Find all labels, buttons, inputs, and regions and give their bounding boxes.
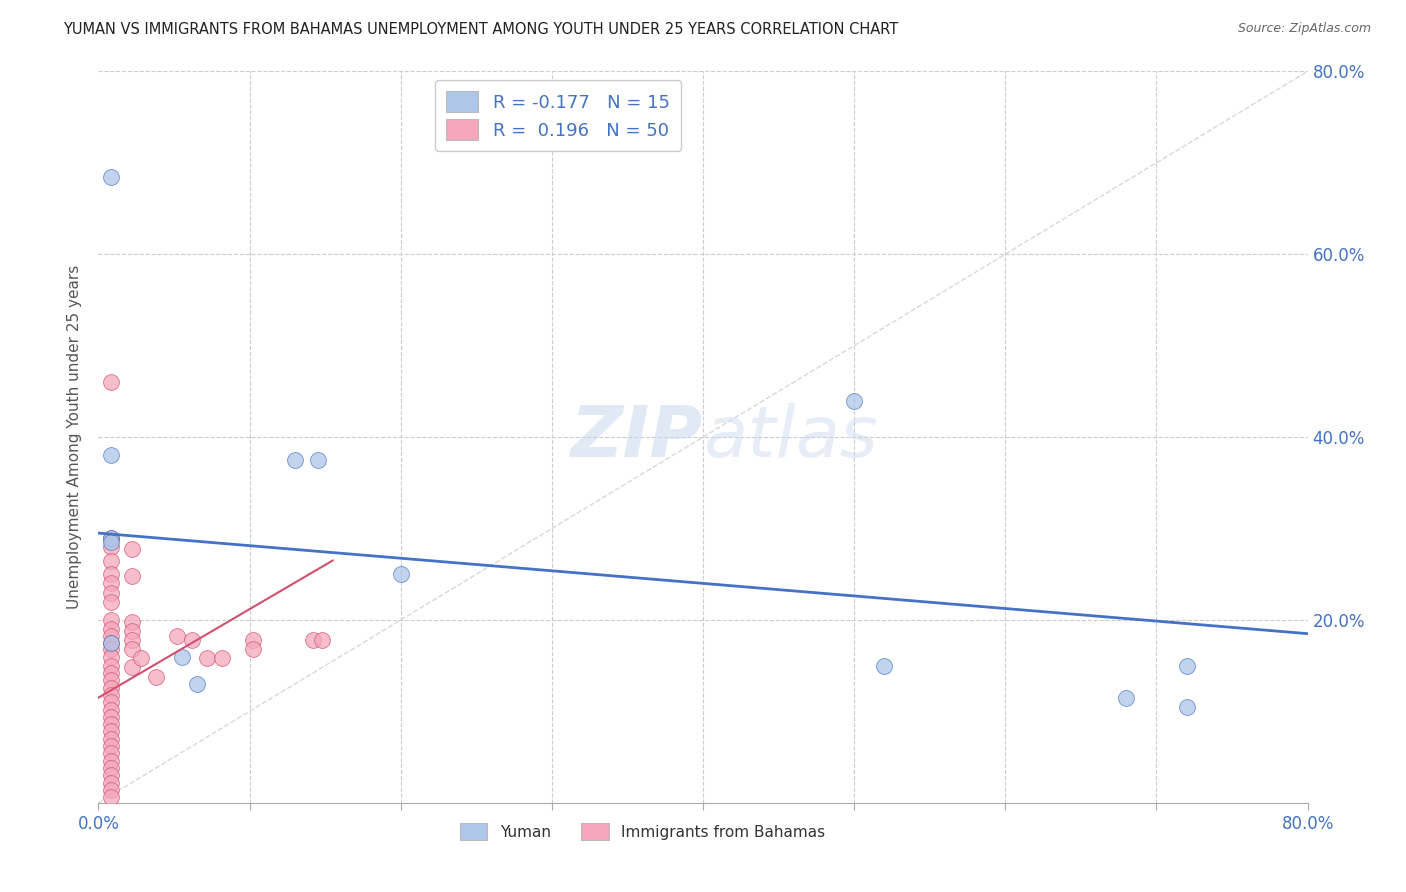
Point [100,754,122,768]
Point [121,541,143,556]
Point [129,651,152,665]
Point [100,681,122,695]
Point [302,633,325,648]
Point [166,629,188,643]
Point [100,768,122,782]
Point [170,649,193,664]
Point [100,553,122,567]
Text: YUMAN VS IMMIGRANTS FROM BAHAMAS UNEMPLOYMENT AMONG YOUTH UNDER 25 YEARS CORRELA: YUMAN VS IMMIGRANTS FROM BAHAMAS UNEMPLO… [63,22,898,37]
Point [1115,690,1137,705]
Point [100,739,122,753]
Point [242,633,264,648]
Point [100,702,122,716]
Point [873,658,896,673]
Point [121,624,143,638]
Point [100,448,122,462]
Point [1175,658,1198,673]
Point [195,651,218,665]
Point [100,658,122,673]
Legend: Yuman, Immigrants from Bahamas: Yuman, Immigrants from Bahamas [454,816,831,847]
Point [100,790,122,805]
Point [100,567,122,582]
Point [100,717,122,731]
Text: ZIP: ZIP [571,402,703,472]
Point [100,761,122,775]
Point [100,375,122,389]
Point [100,585,122,599]
Point [844,393,866,408]
Point [100,531,122,545]
Point [100,636,122,650]
Point [100,731,122,746]
Point [100,622,122,636]
Point [100,775,122,789]
Point [121,633,143,648]
Point [311,633,333,648]
Point [211,651,233,665]
Point [121,660,143,674]
Point [100,594,122,608]
Point [389,567,412,582]
Point [100,613,122,627]
Point [100,642,122,657]
Point [100,747,122,761]
Point [100,673,122,688]
Point [100,531,122,545]
Point [100,688,122,702]
Point [307,453,329,467]
Point [100,576,122,591]
Point [100,695,122,709]
Point [100,710,122,724]
Point [100,535,122,549]
Point [242,642,264,657]
Point [100,649,122,664]
Point [100,783,122,797]
Point [186,677,208,691]
Point [100,724,122,739]
Point [100,629,122,643]
Point [145,670,167,684]
Point [100,636,122,650]
Text: Source: ZipAtlas.com: Source: ZipAtlas.com [1237,22,1371,36]
Point [121,615,143,629]
Y-axis label: Unemployment Among Youth under 25 years: Unemployment Among Youth under 25 years [67,265,83,609]
Point [100,665,122,680]
Point [100,540,122,554]
Point [1175,699,1198,714]
Point [100,169,122,184]
Point [121,642,143,657]
Point [181,633,204,648]
Point [284,453,307,467]
Text: atlas: atlas [703,402,877,472]
Point [121,569,143,583]
